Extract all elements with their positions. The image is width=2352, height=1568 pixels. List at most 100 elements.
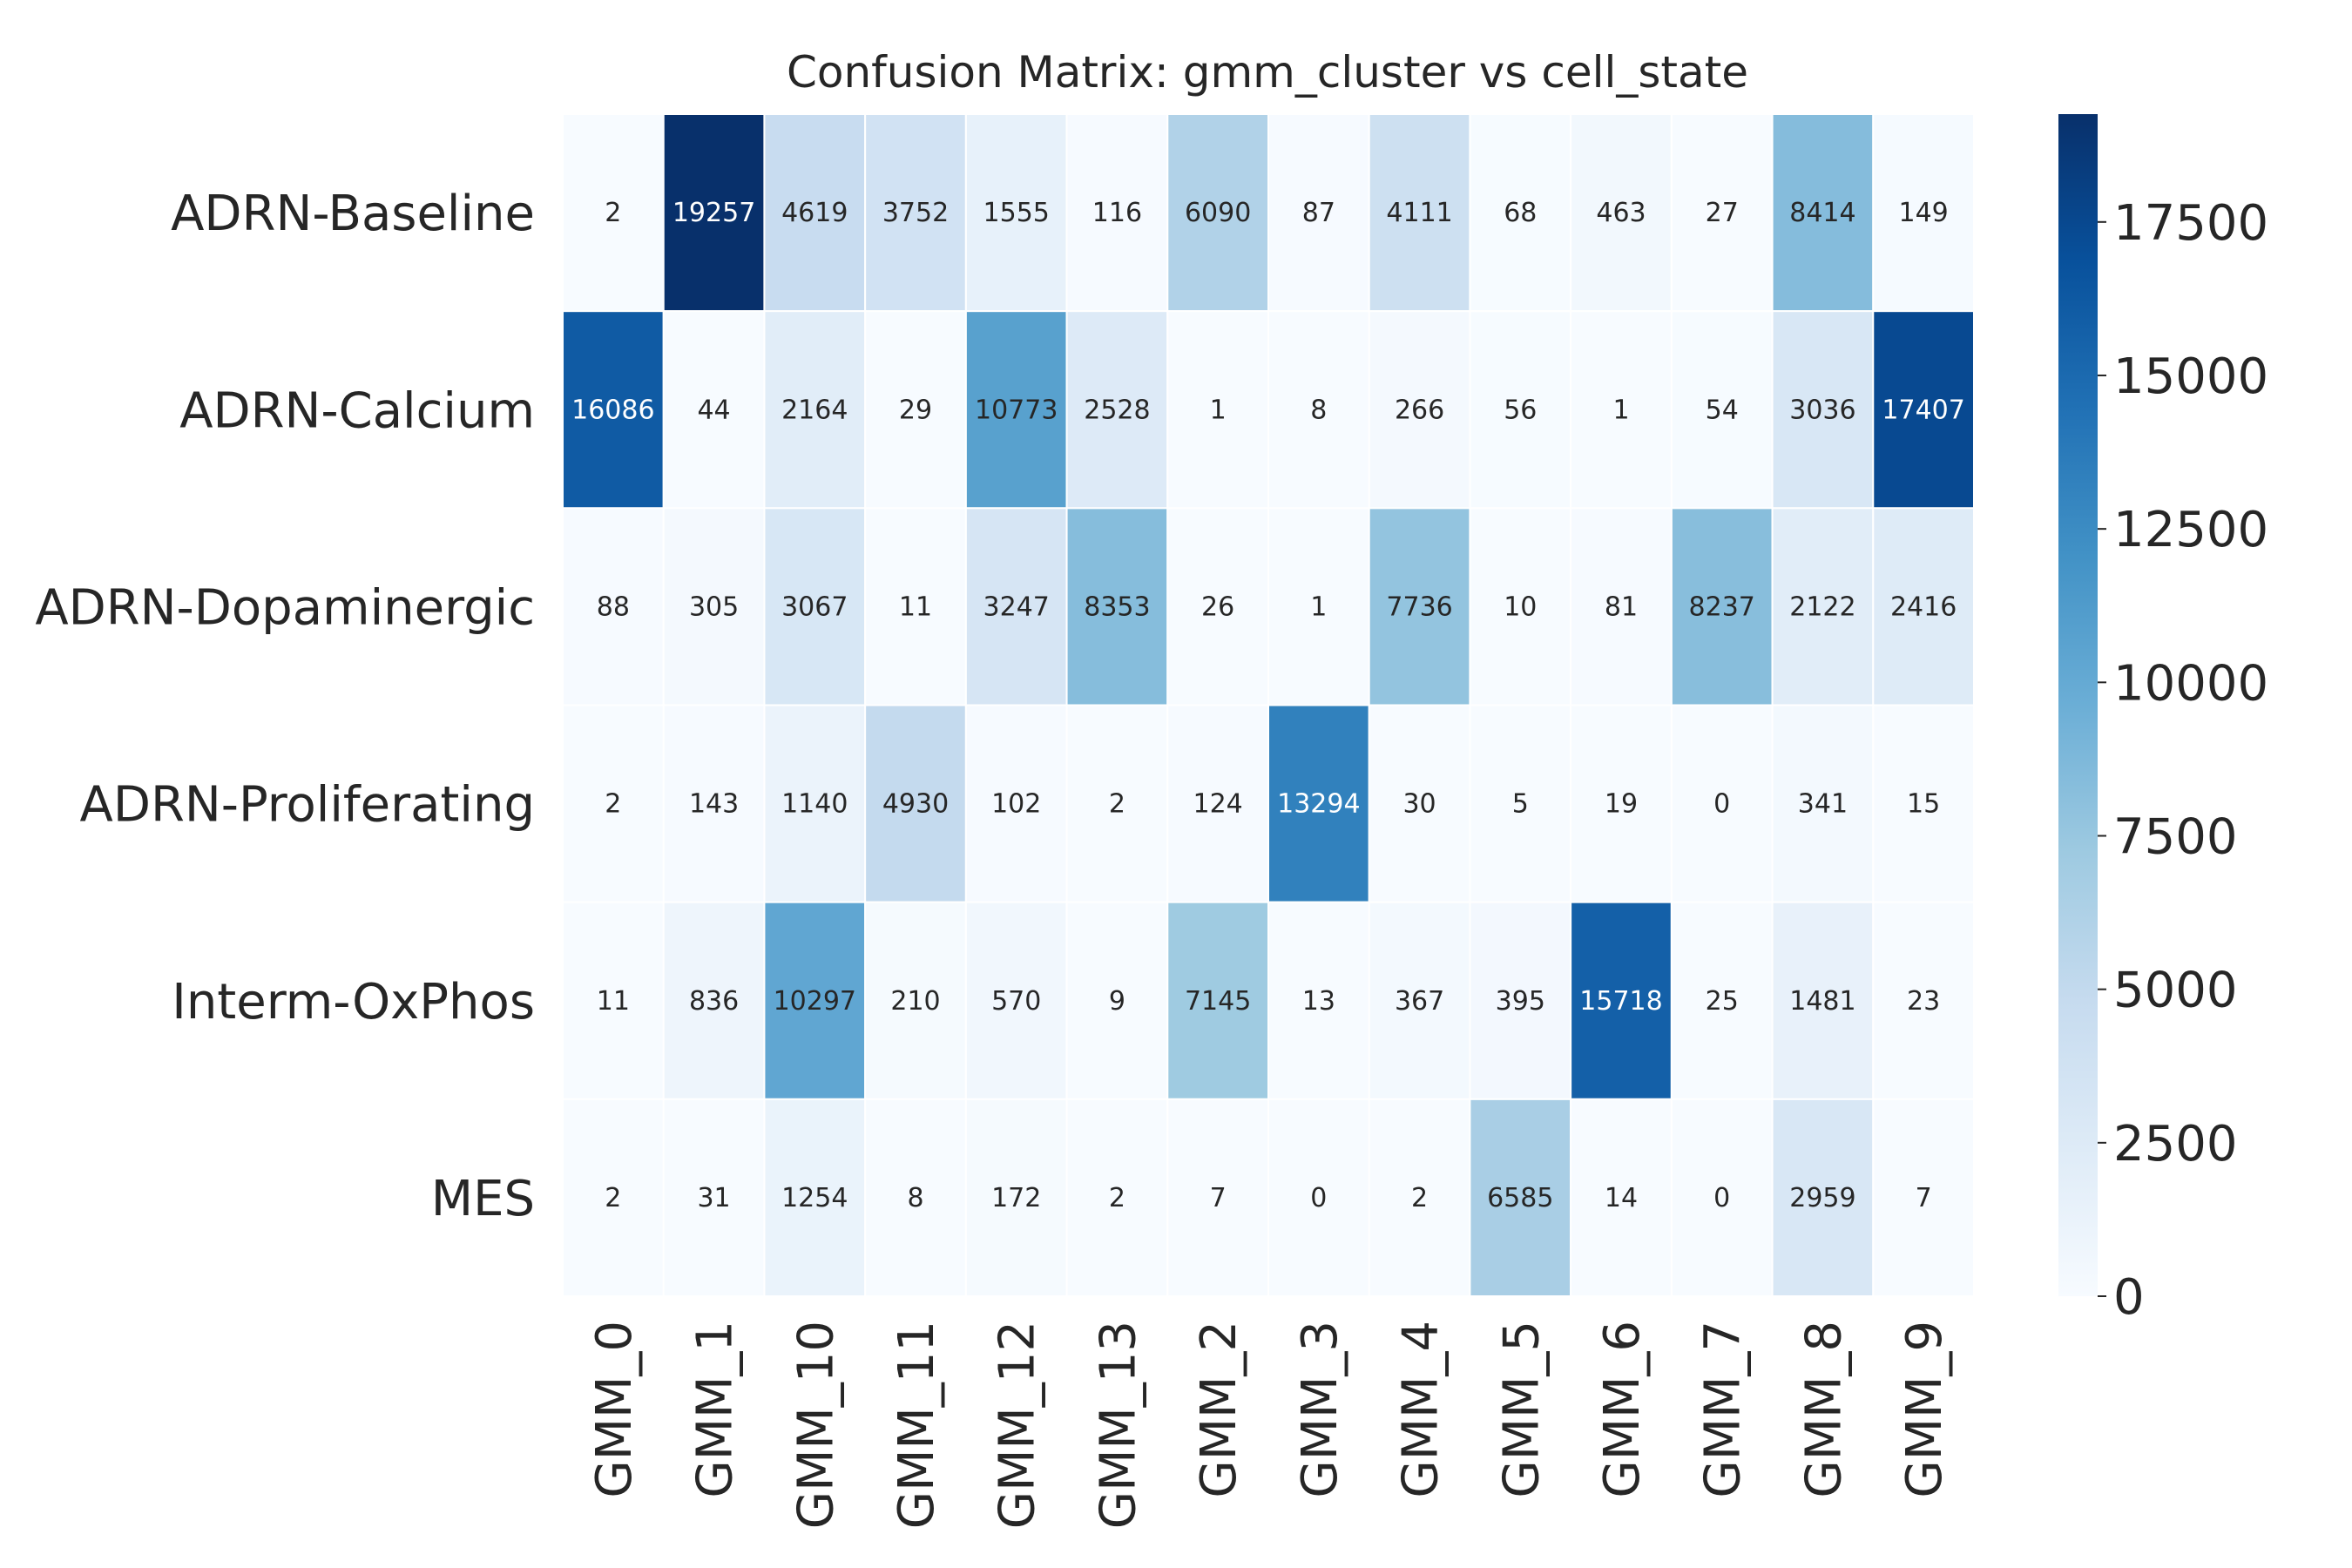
heatmap-cell bbox=[964, 901, 1068, 1100]
heatmap-cell bbox=[1469, 901, 1572, 1100]
row-label: ADRN-Baseline bbox=[171, 186, 535, 242]
cell-value: 44 bbox=[697, 395, 730, 425]
cell-value: 3067 bbox=[781, 591, 848, 622]
heatmap-cell bbox=[1771, 310, 1875, 510]
column-label: GMM_1 bbox=[687, 1321, 744, 1498]
colorbar-tick-label: 0 bbox=[2113, 1269, 2145, 1326]
heatmap-cell bbox=[964, 113, 1068, 313]
cell-value: 1 bbox=[1210, 395, 1227, 425]
heatmap-cell bbox=[662, 310, 766, 510]
heatmap-cell bbox=[662, 113, 766, 313]
column-label: GMM_0 bbox=[586, 1321, 643, 1498]
heatmap-cell bbox=[964, 310, 1068, 510]
cell-value: 30 bbox=[1402, 789, 1436, 820]
column-label: GMM_2 bbox=[1191, 1321, 1247, 1498]
cell-value: 14 bbox=[1605, 1183, 1638, 1213]
cell-value: 0 bbox=[1713, 789, 1730, 820]
heatmap-cell bbox=[1166, 704, 1270, 903]
cell-value: 6090 bbox=[1185, 198, 1251, 228]
row-label: ADRN-Calcium bbox=[179, 382, 535, 439]
cell-value: 7736 bbox=[1386, 591, 1452, 622]
heatmap-cell bbox=[1267, 113, 1370, 313]
heatmap-cell bbox=[1166, 310, 1270, 510]
row-labels: ADRN-Baseline ADRN-Calcium ADRN-Dopaminerg… bbox=[35, 186, 535, 1227]
cell-value: 8237 bbox=[1689, 591, 1755, 622]
heatmap-cell bbox=[1872, 901, 1975, 1100]
cell-value: 7 bbox=[1210, 1183, 1227, 1213]
heatmap-cell bbox=[864, 1098, 967, 1298]
cell-value: 2528 bbox=[1084, 395, 1150, 425]
cell-value: 116 bbox=[1092, 198, 1142, 228]
cell-value: 5 bbox=[1512, 789, 1529, 820]
heatmap-cell bbox=[662, 1098, 766, 1298]
cell-value: 1555 bbox=[983, 198, 1050, 228]
heatmap-cell bbox=[1065, 704, 1169, 903]
heatmap-cell bbox=[1570, 1098, 1673, 1298]
heatmap-cell bbox=[1267, 507, 1370, 706]
heatmap-cell bbox=[562, 507, 665, 706]
heatmap-cell bbox=[1872, 507, 1975, 706]
cell-value: 10297 bbox=[774, 986, 856, 1017]
colorbar-tick-label: 15000 bbox=[2113, 348, 2268, 405]
cell-value: 341 bbox=[1798, 789, 1848, 820]
cell-value: 10773 bbox=[975, 395, 1058, 425]
cell-value: 17407 bbox=[1882, 395, 1964, 425]
heatmap-cell bbox=[864, 310, 967, 510]
heatmap-cell bbox=[1771, 901, 1875, 1100]
cell-value: 8 bbox=[1310, 395, 1327, 425]
column-label: GMM_9 bbox=[1896, 1321, 1953, 1498]
cell-value: 2 bbox=[1411, 1183, 1428, 1213]
cell-value: 9 bbox=[1109, 986, 1125, 1017]
cell-value: 305 bbox=[689, 591, 739, 622]
heatmap-cell bbox=[1771, 704, 1875, 903]
column-label: GMM_8 bbox=[1795, 1321, 1852, 1498]
column-label: GMM_5 bbox=[1493, 1321, 1550, 1498]
heatmap-cell bbox=[1872, 704, 1975, 903]
cell-value: 2164 bbox=[781, 395, 848, 425]
heatmap-cell bbox=[864, 113, 967, 313]
heatmap-cell bbox=[1570, 901, 1673, 1100]
heatmap-cell bbox=[763, 704, 867, 903]
heatmap-cell bbox=[1267, 901, 1370, 1100]
cell-value: 25 bbox=[1706, 986, 1739, 1017]
cell-value: 87 bbox=[1302, 198, 1335, 228]
column-label: GMM_3 bbox=[1292, 1321, 1348, 1498]
cell-value: 7145 bbox=[1185, 986, 1251, 1017]
colorbar: 0 2500 5000 7500 10000 12500 15000 17500 bbox=[2058, 114, 2268, 1326]
cell-value: 8353 bbox=[1084, 591, 1150, 622]
column-label: GMM_12 bbox=[990, 1321, 1046, 1529]
heatmap-cell bbox=[1872, 310, 1975, 510]
heatmap-cell bbox=[763, 901, 867, 1100]
heatmap-cell bbox=[1267, 704, 1370, 903]
cell-value: 3247 bbox=[983, 591, 1050, 622]
heatmap-cell bbox=[1570, 704, 1673, 903]
column-label: GMM_13 bbox=[1090, 1321, 1146, 1529]
colorbar-tick-label: 2500 bbox=[2113, 1116, 2238, 1173]
heatmap-cell bbox=[1570, 507, 1673, 706]
cell-value: 11 bbox=[899, 591, 932, 622]
cell-value: 68 bbox=[1504, 198, 1537, 228]
cell-value: 16086 bbox=[571, 395, 654, 425]
cell-value: 13294 bbox=[1277, 789, 1360, 820]
column-label: GMM_7 bbox=[1695, 1321, 1752, 1498]
cell-value: 570 bbox=[991, 986, 1041, 1017]
chart-title: Confusion Matrix: gmm_cluster vs cell_st… bbox=[787, 47, 1748, 98]
heatmap-cell bbox=[1368, 507, 1471, 706]
cell-value: 19 bbox=[1605, 789, 1638, 820]
cell-value: 395 bbox=[1496, 986, 1545, 1017]
heatmap-cell bbox=[1267, 1098, 1370, 1298]
colorbar-tick-label: 5000 bbox=[2113, 963, 2238, 1019]
heatmap-cell bbox=[1670, 704, 1774, 903]
heatmap-cell bbox=[964, 704, 1068, 903]
cell-value: 13 bbox=[1302, 986, 1335, 1017]
cell-value: 4111 bbox=[1386, 198, 1452, 228]
heatmap-cell bbox=[1771, 113, 1875, 313]
heatmap-cell bbox=[964, 1098, 1068, 1298]
cell-value: 367 bbox=[1395, 986, 1444, 1017]
cell-value: 88 bbox=[597, 591, 630, 622]
heatmap-cell bbox=[1670, 901, 1774, 1100]
heatmap-cell bbox=[763, 310, 867, 510]
colorbar-tick-label: 10000 bbox=[2113, 655, 2268, 712]
cell-value: 2416 bbox=[1890, 591, 1957, 622]
cell-value: 8414 bbox=[1789, 198, 1855, 228]
